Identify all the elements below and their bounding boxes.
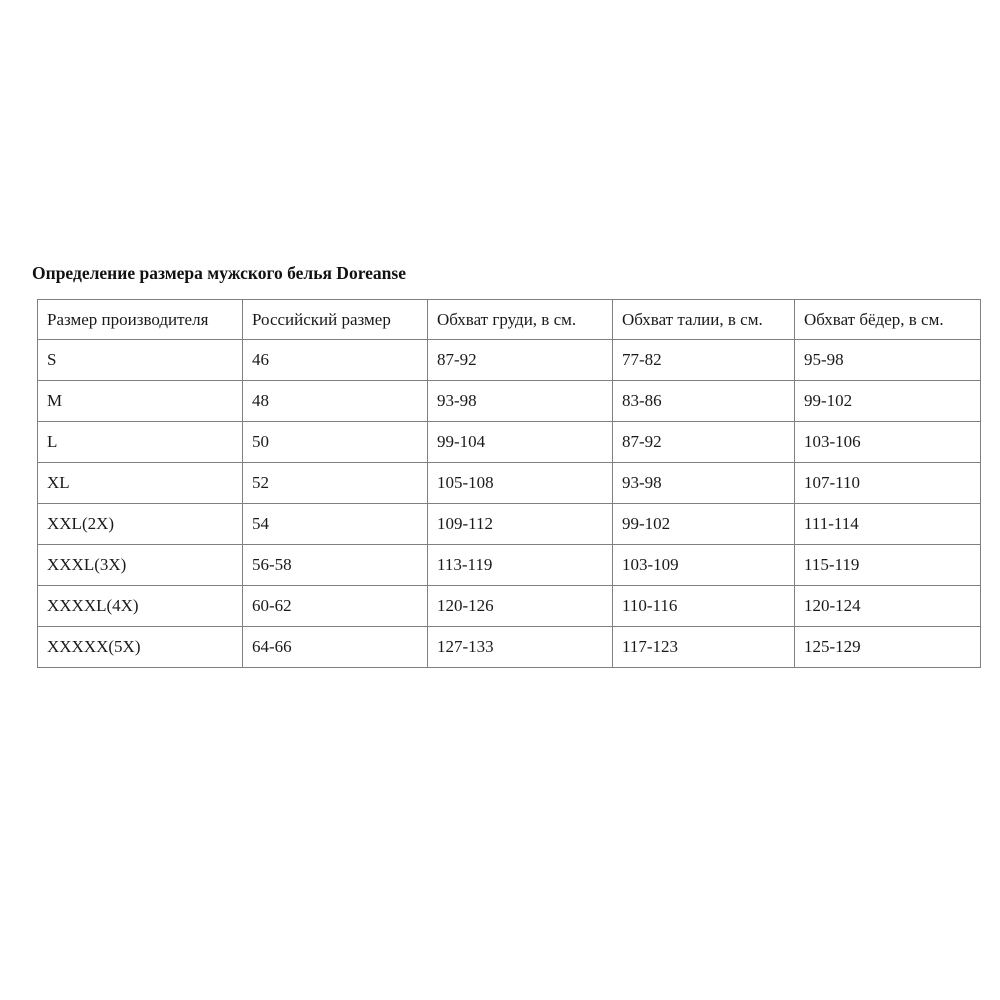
- table-cell: XXXL(3X): [37, 544, 243, 586]
- column-header: Обхват груди, в см.: [427, 299, 613, 340]
- table-cell: 95-98: [794, 339, 981, 381]
- table-cell: 93-98: [427, 380, 613, 422]
- table-cell: XXXXL(4X): [37, 585, 243, 627]
- table-row: XXXXL(4X) 60-62 120-126 110-116 120-124: [37, 585, 981, 627]
- table-row: M 48 93-98 83-86 99-102: [37, 380, 981, 422]
- table-cell: 127-133: [427, 626, 613, 668]
- table-cell: 120-126: [427, 585, 613, 627]
- table-header-row: Размер производителя Российский размер Обх…: [37, 299, 981, 340]
- page-title: Определение размера мужского белья Dorea…: [32, 262, 406, 283]
- table-cell: 120-124: [794, 585, 981, 627]
- table-cell: XL: [37, 462, 243, 504]
- table-cell: 87-92: [612, 421, 795, 463]
- table-row: L 50 99-104 87-92 103-106: [37, 421, 981, 463]
- table-cell: 103-106: [794, 421, 981, 463]
- column-header: Российский размер: [242, 299, 428, 340]
- table-cell: 77-82: [612, 339, 795, 381]
- table-cell: 125-129: [794, 626, 981, 668]
- table-cell: 105-108: [427, 462, 613, 504]
- table-cell: 99-102: [794, 380, 981, 422]
- table-row: XXXXX(5X) 64-66 127-133 117-123 125-129: [37, 626, 981, 668]
- table-cell: 52: [242, 462, 428, 504]
- table-cell: 50: [242, 421, 428, 463]
- table-cell: 103-109: [612, 544, 795, 586]
- table-row: XL 52 105-108 93-98 107-110: [37, 462, 981, 504]
- column-header: Обхват талии, в см.: [612, 299, 795, 340]
- table-cell: 46: [242, 339, 428, 381]
- table-cell: 107-110: [794, 462, 981, 504]
- table-cell: 115-119: [794, 544, 981, 586]
- table-cell: 60-62: [242, 585, 428, 627]
- table-cell: 117-123: [612, 626, 795, 668]
- table-cell: 64-66: [242, 626, 428, 668]
- table-cell: M: [37, 380, 243, 422]
- table-cell: XXL(2X): [37, 503, 243, 545]
- column-header: Обхват бёдер, в см.: [794, 299, 981, 340]
- table-cell: 93-98: [612, 462, 795, 504]
- table-cell: 87-92: [427, 339, 613, 381]
- table-cell: 56-58: [242, 544, 428, 586]
- size-chart-table: Размер производителя Российский размер Обх…: [37, 299, 981, 668]
- column-header: Размер производителя: [37, 299, 243, 340]
- table-cell: 48: [242, 380, 428, 422]
- table-cell: 54: [242, 503, 428, 545]
- table-cell: 99-104: [427, 421, 613, 463]
- table-body: S 46 87-92 77-82 95-98 M 48 93-98 83-86 99-102 L 50…: [37, 339, 981, 668]
- table-row: S 46 87-92 77-82 95-98: [37, 339, 981, 381]
- table-cell: 109-112: [427, 503, 613, 545]
- table-cell: L: [37, 421, 243, 463]
- table-cell: 113-119: [427, 544, 613, 586]
- table-row: XXXL(3X) 56-58 113-119 103-109 115-119: [37, 544, 981, 586]
- table-cell: 111-114: [794, 503, 981, 545]
- table-cell: S: [37, 339, 243, 381]
- table-cell: 110-116: [612, 585, 795, 627]
- table-cell: 99-102: [612, 503, 795, 545]
- table-row: XXL(2X) 54 109-112 99-102 111-114: [37, 503, 981, 545]
- table-cell: XXXXX(5X): [37, 626, 243, 668]
- table-cell: 83-86: [612, 380, 795, 422]
